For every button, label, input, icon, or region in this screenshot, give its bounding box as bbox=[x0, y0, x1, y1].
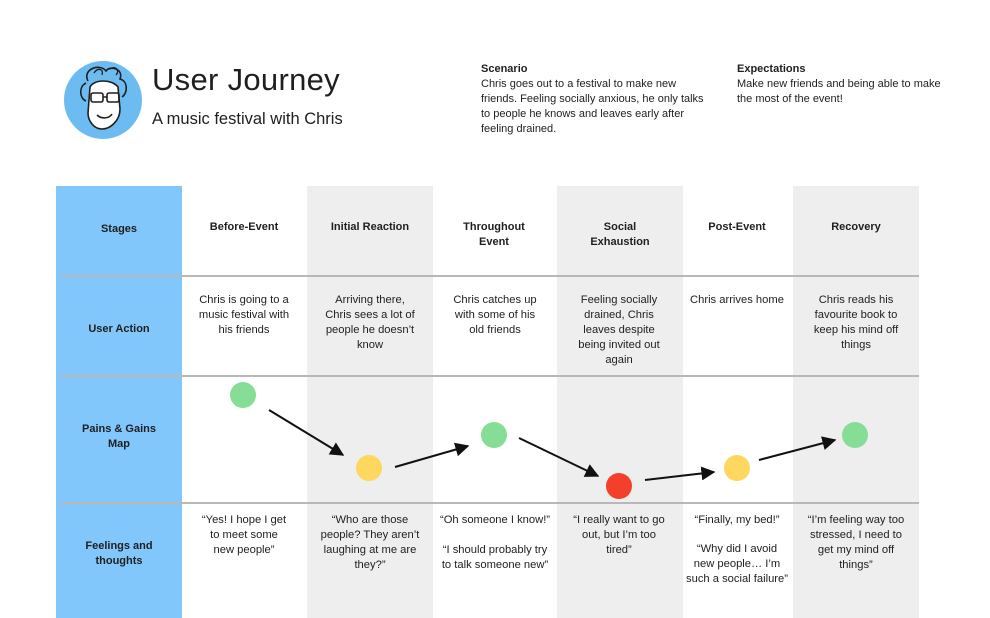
journey-arrow bbox=[644, 466, 716, 481]
user-action-cell: Chris arrives home bbox=[690, 294, 784, 306]
stage-header: Social Exhaustion bbox=[590, 221, 650, 248]
user-action-cell: Arriving there, Chris sees a lot of peop… bbox=[325, 294, 415, 351]
page-title: User Journey bbox=[152, 62, 340, 97]
user-action-cell: Chris reads his favourite book to keep h… bbox=[813, 294, 899, 351]
scenario-heading: Scenario bbox=[481, 63, 528, 75]
feeling-quote: “Who are those people? They aren’t laugh… bbox=[320, 514, 420, 571]
feelings-cell: “I really want to go out, but I’m too ti… bbox=[572, 513, 666, 558]
row-label-stages: Stages bbox=[100, 223, 138, 235]
shaded-column-recovery bbox=[793, 186, 919, 618]
feeling-quote: “Yes! I hope I get to meet some new peop… bbox=[201, 514, 287, 556]
mood-dot-pain bbox=[606, 473, 632, 499]
feelings-cell: “Finally, my bed!” “Why did I avoid new … bbox=[686, 513, 788, 587]
feeling-quote: “I’m feeling way too stressed, I need to… bbox=[807, 514, 905, 571]
scenario-text: Chris goes out to a festival to make new… bbox=[481, 78, 704, 135]
feeling-quote: “I should probably try to talk someone n… bbox=[441, 544, 549, 571]
shaded-column-initial-reaction bbox=[307, 186, 433, 618]
expectations-text: Make new friends and being able to make … bbox=[737, 78, 941, 105]
row-label-user-action: User Action bbox=[88, 323, 150, 335]
journey-arrow bbox=[268, 409, 345, 456]
feelings-cell: “Oh someone I know!” “I should probably … bbox=[438, 513, 552, 573]
row-label-pains-gains: Pains & Gains Map bbox=[82, 423, 156, 450]
user-action-cell: Chris catches up with some of his old fr… bbox=[453, 294, 537, 336]
persona-face-icon bbox=[79, 66, 128, 130]
journey-arrow bbox=[394, 442, 470, 468]
journey-arrow bbox=[758, 436, 837, 461]
feeling-quote: “I really want to go out, but I’m too ti… bbox=[573, 514, 665, 556]
mood-dot-gain bbox=[230, 382, 256, 408]
stage-header: Recovery bbox=[831, 221, 881, 233]
avatar bbox=[64, 61, 142, 139]
scenario-block: Scenario Chris goes out to a festival to… bbox=[481, 62, 711, 137]
feeling-quote: “Finally, my bed!” bbox=[694, 514, 780, 526]
mood-dot-neutral bbox=[356, 455, 382, 481]
row-label-column bbox=[56, 186, 182, 618]
journey-arrow bbox=[518, 437, 600, 477]
expectations-heading: Expectations bbox=[737, 63, 806, 75]
user-action-cell: Feeling socially drained, Chris leaves d… bbox=[578, 294, 660, 366]
row-divider bbox=[61, 275, 919, 277]
user-action-cell: Chris is going to a music festival with … bbox=[198, 294, 290, 336]
feeling-quote: “Why did I avoid new people… I’m such a … bbox=[686, 543, 788, 585]
stage-header: Before-Event bbox=[209, 221, 279, 233]
page-subtitle: A music festival with Chris bbox=[152, 110, 343, 128]
row-divider bbox=[61, 502, 919, 504]
feeling-quote: “Oh someone I know!” bbox=[439, 514, 551, 526]
feelings-cell: “Yes! I hope I get to meet some new peop… bbox=[200, 513, 288, 558]
stage-header: Initial Reaction bbox=[330, 221, 410, 233]
shaded-column-social-exhaustion bbox=[557, 186, 683, 618]
mood-dot-neutral bbox=[724, 455, 750, 481]
row-label-feelings: Feelings and thoughts bbox=[85, 540, 153, 567]
row-divider bbox=[61, 375, 919, 377]
expectations-block: Expectations Make new friends and being … bbox=[737, 62, 947, 107]
stage-header: Throughout Event bbox=[463, 221, 525, 248]
feelings-cell: “I’m feeling way too stressed, I need to… bbox=[804, 513, 908, 573]
feelings-cell: “Who are those people? They aren’t laugh… bbox=[320, 513, 420, 573]
stage-header: Post-Event bbox=[708, 221, 766, 233]
mood-dot-gain bbox=[842, 422, 868, 448]
mood-dot-gain bbox=[481, 422, 507, 448]
